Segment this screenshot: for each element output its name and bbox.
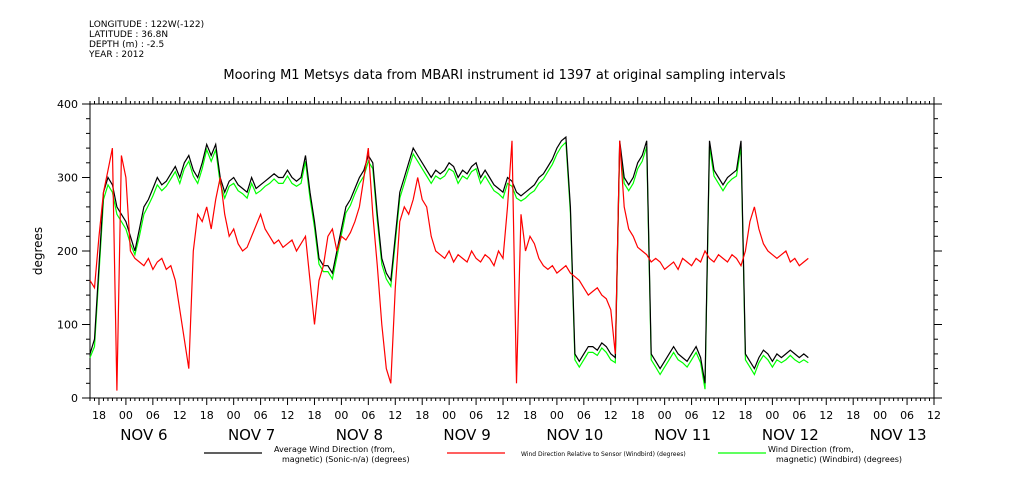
x-tick-label: 18 xyxy=(523,409,537,422)
y-tick-label: 200 xyxy=(57,245,78,258)
chart-title: Mooring M1 Metsys data from MBARI instru… xyxy=(223,68,786,83)
y-tick-label: 300 xyxy=(57,172,78,185)
x-tick-label: 18 xyxy=(200,409,214,422)
x-tick-label: 06 xyxy=(146,409,160,422)
x-tick-label: 12 xyxy=(604,409,618,422)
legend-label-line2: magnetic) (Sonic-n/a) (degrees) xyxy=(282,455,410,464)
x-tick-label: 00 xyxy=(227,409,241,422)
x-tick-label: 06 xyxy=(469,409,483,422)
x-tick-label: 18 xyxy=(415,409,429,422)
x-tick-label: 00 xyxy=(442,409,456,422)
x-tick-label: 06 xyxy=(577,409,591,422)
x-day-label: NOV 13 xyxy=(870,426,927,444)
x-tick-label: 12 xyxy=(927,409,941,422)
x-tick-label: 00 xyxy=(658,409,672,422)
x-tick-label: 12 xyxy=(712,409,726,422)
x-tick-label: 18 xyxy=(307,409,321,422)
y-tick-label: 0 xyxy=(71,392,78,405)
x-day-label: NOV 9 xyxy=(443,426,490,444)
x-tick-label: 00 xyxy=(334,409,348,422)
legend-label-line1: Wind Direction Relative to Sensor (Windb… xyxy=(521,451,686,458)
x-tick-label: 06 xyxy=(792,409,806,422)
x-day-label: NOV 10 xyxy=(546,426,603,444)
x-day-label: NOV 8 xyxy=(336,426,383,444)
x-tick-label: 12 xyxy=(173,409,187,422)
x-tick-label: 06 xyxy=(685,409,699,422)
x-day-label: NOV 7 xyxy=(228,426,275,444)
longitude-label: LONGITUDE : 122W(-122) xyxy=(89,20,205,30)
legend-label-line1: Wind Direction (from, xyxy=(768,445,854,454)
x-tick-label: 18 xyxy=(631,409,645,422)
x-tick-label: 00 xyxy=(119,409,133,422)
x-tick-label: 00 xyxy=(873,409,887,422)
series-line-0 xyxy=(89,135,809,384)
x-tick-label: 12 xyxy=(281,409,295,422)
legend-label-line2: magnetic) (Windbird) (degrees) xyxy=(776,455,902,464)
x-tick-label: 00 xyxy=(765,409,779,422)
y-tick-label: 100 xyxy=(57,319,78,332)
metadata-block: LONGITUDE : 122W(-122) LATITUDE : 36.8N … xyxy=(89,20,204,60)
x-tick-label: 18 xyxy=(738,409,752,422)
latitude-label: LATITUDE : 36.8N xyxy=(89,30,169,40)
x-day-label: NOV 11 xyxy=(654,426,711,444)
x-tick-label: 12 xyxy=(496,409,510,422)
x-tick-label: 00 xyxy=(550,409,564,422)
y-axis-label: degrees xyxy=(31,227,45,275)
y-tick-label: 400 xyxy=(57,98,78,111)
depth-label: DEPTH (m) : -2.5 xyxy=(89,40,165,50)
x-tick-label: 18 xyxy=(92,409,106,422)
series-line-1 xyxy=(89,140,809,391)
x-day-label: NOV 6 xyxy=(120,426,167,444)
x-tick-label: 06 xyxy=(900,409,914,422)
x-day-label: NOV 12 xyxy=(762,426,819,444)
x-tick-label: 12 xyxy=(819,409,833,422)
series-line-2 xyxy=(89,140,809,390)
year-label: YEAR : 2012 xyxy=(89,50,145,60)
x-tick-label: 06 xyxy=(254,409,268,422)
legend-label-line1: Average Wind Direction (from, xyxy=(274,445,395,454)
x-tick-label: 18 xyxy=(846,409,860,422)
x-tick-label: 06 xyxy=(361,409,375,422)
x-tick-label: 12 xyxy=(388,409,402,422)
